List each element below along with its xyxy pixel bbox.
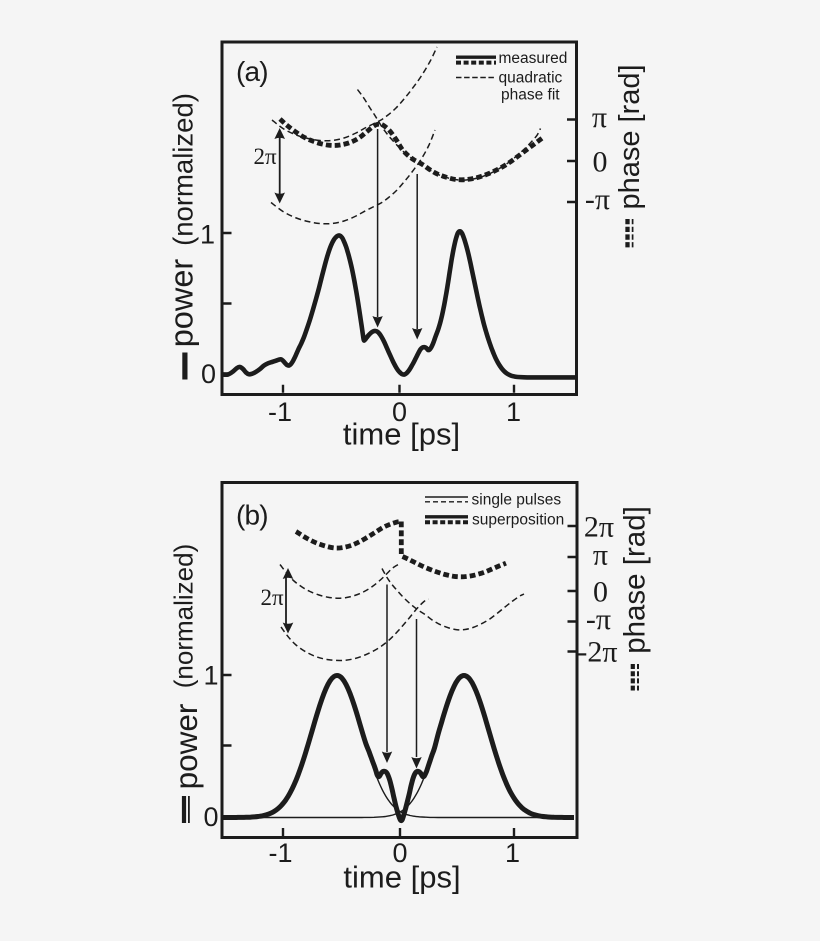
svg-text:2π: 2π (260, 585, 284, 610)
svg-text:1: 1 (506, 397, 521, 427)
svg-text:1: 1 (200, 220, 215, 250)
svg-text:0: 0 (392, 838, 407, 868)
svg-text:time [ps]: time [ps] (343, 860, 460, 895)
svg-text:π: π (593, 539, 608, 572)
svg-text:(a): (a) (236, 56, 268, 87)
svg-text:0: 0 (203, 802, 218, 832)
svg-text:phase [rad]: phase [rad] (614, 64, 646, 209)
svg-text:1: 1 (203, 661, 218, 691)
svg-text:quadratic: quadratic (499, 70, 563, 87)
svg-text:(b): (b) (236, 500, 268, 531)
svg-text:-1: -1 (268, 838, 292, 868)
svg-text:power: power (164, 259, 200, 348)
svg-text:-2π: -2π (577, 636, 617, 669)
svg-text:2π: 2π (253, 144, 277, 169)
svg-text:phase fit: phase fit (501, 87, 560, 104)
svg-text:power: power (168, 704, 204, 790)
svg-text:0: 0 (201, 359, 216, 389)
svg-text:-π: -π (585, 183, 610, 216)
svg-text:-1: -1 (268, 397, 292, 427)
svg-text:superposition: superposition (472, 512, 564, 529)
svg-text:0: 0 (392, 397, 407, 427)
svg-text:1: 1 (505, 838, 520, 868)
svg-text:0: 0 (593, 146, 608, 179)
svg-text:π: π (592, 101, 607, 134)
svg-text:2π: 2π (584, 511, 614, 544)
svg-text:(normalized): (normalized) (169, 544, 199, 689)
svg-text:measured: measured (499, 50, 568, 67)
svg-text:single pulses: single pulses (472, 492, 562, 509)
svg-text:-π: -π (586, 603, 611, 636)
svg-text:0: 0 (593, 576, 608, 609)
svg-text:phase [rad]: phase [rad] (619, 506, 652, 654)
svg-text:time [ps]: time [ps] (343, 417, 460, 452)
svg-text:(normalized): (normalized) (168, 93, 199, 246)
